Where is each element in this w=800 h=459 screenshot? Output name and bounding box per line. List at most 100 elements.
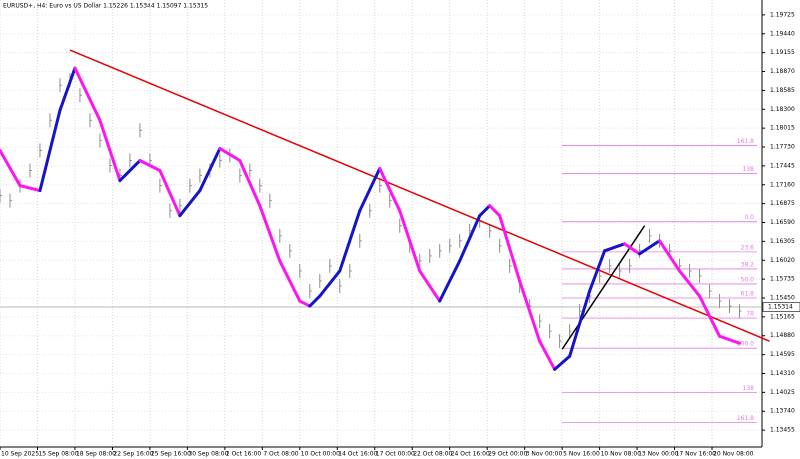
- fibo-label: 50.0: [741, 276, 755, 283]
- fibo-label: 0.0: [744, 214, 754, 221]
- indicator-segment: [73, 66, 102, 122]
- fibo-label: 78: [746, 311, 754, 318]
- x-tick-label: 10 Oct 00:00: [301, 451, 340, 458]
- x-tick-label: 22 Oct 08:00: [413, 451, 452, 458]
- indicator-segment: [538, 339, 557, 371]
- indicator-segment: [358, 167, 382, 213]
- y-tick-label: 1.15735: [770, 276, 795, 283]
- indicator-segment: [198, 146, 222, 193]
- indicator-segment: [418, 269, 442, 303]
- x-tick-label: 10 Nov 08:00: [601, 451, 642, 458]
- indicator-segment: [0, 148, 22, 188]
- indicator-segment: [678, 269, 702, 298]
- y-tick-label: 1.16305: [770, 238, 795, 245]
- indicator-segment: [318, 269, 342, 298]
- fibo-label: 100.0: [737, 341, 754, 348]
- indicator-segment: [698, 294, 722, 338]
- indicator-segment: [308, 294, 322, 308]
- y-tick-label: 1.16590: [770, 219, 795, 226]
- x-tick-label: 30 Sep 08:00: [188, 451, 228, 458]
- indicator-segment: [603, 242, 627, 253]
- last-price-box: [762, 302, 800, 312]
- indicator-segment: [58, 66, 77, 112]
- x-tick-label: 17 Oct 00:00: [376, 451, 415, 458]
- indicator-segment: [98, 118, 122, 183]
- indicator-segment: [218, 146, 242, 163]
- indicator-segment: [378, 167, 402, 213]
- indicator-segment: [398, 209, 422, 273]
- indicator-segment: [118, 159, 142, 183]
- y-tick-label: 1.17730: [770, 144, 795, 151]
- indicator-segment: [488, 204, 502, 218]
- x-tick-label: 29 Oct 00:00: [488, 451, 527, 458]
- y-tick-label: 1.18015: [770, 125, 795, 132]
- x-tick-label: 13 Nov 00:00: [638, 451, 679, 458]
- y-tick-label: 1.19440: [770, 30, 795, 37]
- indicator-segment: [178, 189, 202, 218]
- indicator-segment: [623, 242, 642, 256]
- x-tick-label: 22 Sep 16:00: [113, 451, 153, 458]
- x-tick-label: 14 Oct 16:00: [338, 451, 377, 458]
- y-tick-label: 1.14025: [770, 389, 795, 396]
- x-tick-label: 7 Oct 08:00: [263, 451, 298, 458]
- indicator-segment: [568, 289, 592, 358]
- y-tick-label: 1.19725: [770, 11, 795, 18]
- y-tick-label: 1.19155: [770, 49, 795, 56]
- x-tick-label: 10 Sep 2025: [1, 451, 39, 458]
- x-tick-label: 24 Oct 16:00: [451, 451, 490, 458]
- x-tick-label: 17 Nov 16:00: [676, 451, 717, 458]
- fibo-label: 138: [743, 385, 755, 392]
- indicator-segment: [338, 209, 362, 273]
- indicator-segment: [518, 279, 542, 343]
- y-tick-label: 1.15165: [770, 313, 795, 320]
- indicator-segment: [298, 299, 312, 308]
- indicator-segment: [638, 239, 662, 256]
- x-tick-label: 5 Nov 16:00: [563, 451, 600, 458]
- indicator-segment: [658, 239, 682, 273]
- indicator-segment: [258, 204, 282, 263]
- y-tick-label: 1.14595: [770, 351, 795, 358]
- fibo-label: 161.8: [737, 138, 754, 145]
- trend-line: [69, 49, 770, 342]
- fibo-label: 161.8: [737, 415, 754, 422]
- y-tick-label: 1.14880: [770, 332, 795, 339]
- indicator-segment: [553, 354, 572, 371]
- fibo-label: 23.6: [741, 244, 755, 251]
- y-tick-label: 1.16020: [770, 257, 795, 264]
- last-price-label: 1.15314: [768, 304, 793, 311]
- y-tick-label: 1.18300: [770, 106, 795, 113]
- fibo-label: 138: [743, 166, 755, 173]
- indicator-segment: [588, 249, 607, 293]
- indicator-segment: [278, 259, 302, 303]
- x-tick-label: 2 Oct 16:00: [226, 451, 261, 458]
- y-tick-label: 1.17160: [770, 181, 795, 188]
- indicator-segment: [18, 184, 42, 193]
- y-tick-label: 1.13740: [770, 408, 795, 415]
- y-tick-label: 1.16875: [770, 200, 795, 207]
- x-tick-label: 20 Nov 08:00: [713, 451, 754, 458]
- indicator-segment: [438, 259, 462, 303]
- indicator-segment: [718, 334, 742, 345]
- y-tick-label: 1.17445: [770, 162, 795, 169]
- x-tick-label: 25 Sep 16:00: [151, 451, 191, 458]
- y-tick-label: 1.18585: [770, 87, 795, 94]
- y-tick-label: 1.13455: [770, 427, 795, 434]
- indicator-segment: [138, 159, 162, 173]
- indicator-segment: [158, 169, 182, 218]
- chart-title: EURUSD+, H4: Euro vs US Dollar 1.15226 1…: [3, 3, 208, 10]
- fibo-label: 61.8: [741, 291, 755, 298]
- x-tick-label: 15 Sep 08:00: [38, 451, 78, 458]
- indicator-segment: [478, 204, 492, 218]
- y-tick-label: 1.15450: [770, 295, 795, 302]
- indicator-segment: [498, 214, 522, 283]
- indicator-segment: [458, 214, 482, 263]
- indicator-segment: [238, 159, 262, 208]
- y-tick-label: 1.14310: [770, 370, 795, 377]
- fibo-label: 38.2: [741, 261, 755, 268]
- x-tick-label: 3 Nov 00:00: [526, 451, 563, 458]
- y-tick-label: 1.18870: [770, 68, 795, 75]
- indicator-segment: [38, 108, 62, 193]
- x-tick-label: 18 Sep 08:00: [76, 451, 116, 458]
